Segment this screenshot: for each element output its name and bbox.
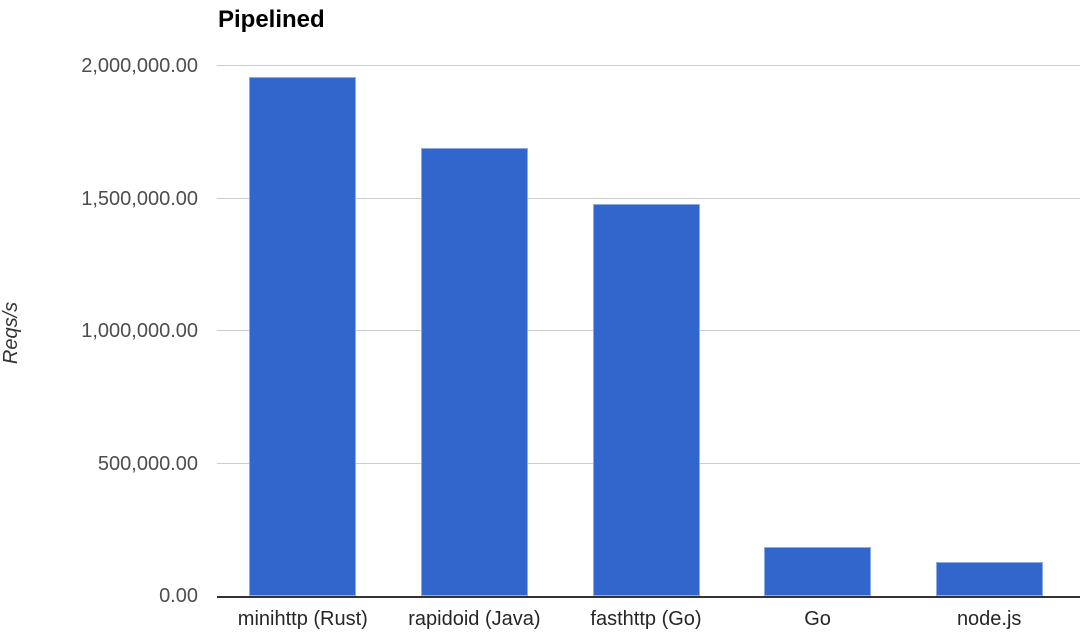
gridline-2000000 — [217, 65, 1080, 66]
y-tick-label-1000000: 1,000,000.00 — [81, 320, 198, 342]
y-tick-label-500000: 500,000.00 — [97, 452, 198, 475]
bar-node-js — [935, 561, 1043, 596]
bar-rapidoid-java — [420, 148, 528, 596]
bar-minihttp-rust — [249, 76, 357, 596]
x-category-label-fasthttp-go: fasthttp (Go) — [590, 608, 702, 630]
x-category-label-minihttp-rust: minihttp (Rust) — [237, 608, 368, 630]
x-category-label-rapidoid-java: rapidoid (Java) — [408, 608, 541, 630]
y-tick-label-2000000: 2,000,000.00 — [81, 55, 198, 77]
x-category-label-go: Go — [804, 608, 831, 630]
plot-area — [217, 65, 1080, 598]
x-category-label-node-js: node.js — [956, 608, 1022, 630]
bar-go — [764, 546, 872, 596]
y-tick-label-1500000: 1,500,000.00 — [81, 187, 198, 210]
y-tick-label-0: 0.00 — [159, 585, 198, 607]
bar-fasthttp-go — [592, 203, 700, 596]
gridline-1500000 — [217, 197, 1080, 199]
chart-title: Pipelined — [218, 6, 325, 33]
